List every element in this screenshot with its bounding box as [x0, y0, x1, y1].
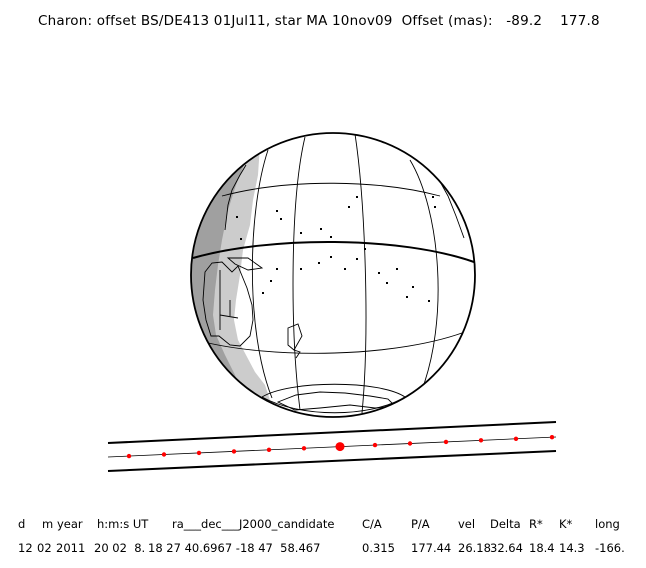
globe-limb [190, 132, 476, 418]
column-value: 177.44 [411, 541, 452, 555]
column-value: 18 27 40.6967 -18 47 58.467 [148, 541, 321, 555]
shadow-north-limit [107, 421, 557, 444]
track-dot [266, 447, 272, 452]
track-dot [301, 446, 307, 451]
column-header: m [42, 517, 54, 531]
australia-state-border [219, 270, 239, 330]
column-value: 20 02 8. [94, 541, 146, 555]
column-value: 02 [37, 541, 52, 555]
parallel-line [261, 383, 406, 398]
meridian-line [354, 133, 367, 414]
column-value: 32.64 [490, 541, 523, 555]
track-dot [231, 449, 237, 454]
parallel-line [261, 396, 406, 414]
column-value: 2011 [56, 541, 86, 555]
meridian-line [251, 149, 273, 399]
column-header: year [57, 517, 83, 531]
track-dot [372, 442, 378, 448]
meridian-line [409, 159, 439, 396]
shadow-path [107, 421, 557, 472]
track-dot [478, 438, 484, 443]
column-header: C/A [362, 517, 382, 531]
column-header: h:m:s UT [97, 517, 149, 531]
parallel-line [221, 182, 441, 197]
column-header: long [595, 517, 620, 531]
column-value: 18.4 [529, 541, 555, 555]
track-dot [513, 436, 519, 441]
track-dot [443, 439, 449, 445]
shadow-south-limit [107, 450, 557, 472]
track-dot [126, 453, 132, 459]
column-value: 26.18 [458, 541, 491, 555]
meridian-line [292, 136, 306, 411]
equator-line [192, 240, 475, 263]
column-value: 0.315 [362, 541, 395, 555]
column-header: d [18, 517, 26, 531]
track-dot [196, 450, 202, 456]
asia-coastline [224, 164, 247, 231]
column-value: -166. [595, 541, 625, 555]
column-header: Delta [490, 517, 521, 531]
column-header: vel [458, 517, 476, 531]
column-value: 14.3 [559, 541, 585, 555]
column-header: ra___dec___J2000_candidate [172, 517, 335, 531]
column-header: R* [529, 517, 543, 531]
track-dot [161, 452, 167, 457]
column-value: 12 [18, 541, 33, 555]
column-header: P/A [411, 517, 430, 531]
pacific-islands [236, 196, 436, 302]
australia-coastline [202, 261, 254, 347]
earth-globe [190, 132, 476, 418]
antarctica-coastline [276, 391, 396, 411]
track-dots [126, 435, 555, 459]
new-guinea-coastline [226, 257, 264, 271]
plot-title: Charon: offset BS/DE413 01Jul11, star MA… [38, 13, 600, 29]
track-dot [549, 435, 555, 440]
track-dot [407, 441, 413, 446]
closest-approach-dot [335, 442, 345, 452]
column-header: K* [559, 517, 573, 531]
parallel-line [195, 329, 471, 354]
new-zealand-coastline [287, 323, 303, 359]
globe-disk [191, 133, 475, 417]
